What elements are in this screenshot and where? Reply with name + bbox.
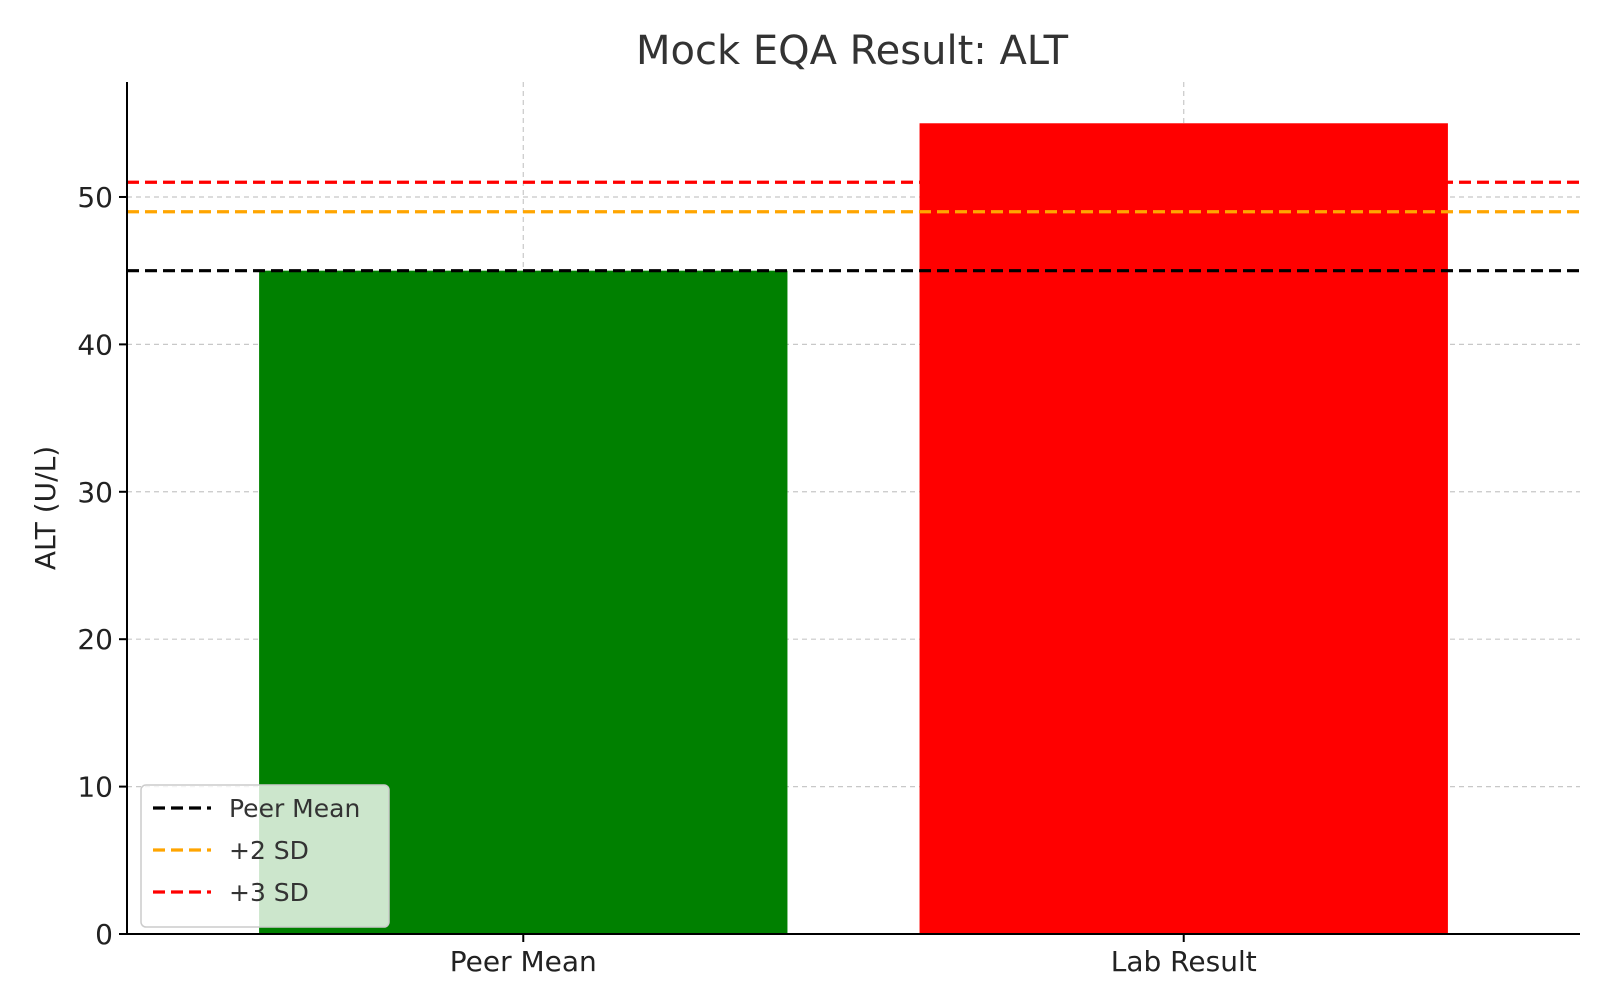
legend: Peer Mean +2 SD +3 SD xyxy=(140,784,390,928)
legend-label: +3 SD xyxy=(229,878,309,907)
x-tick-label: Lab Result xyxy=(1111,945,1257,978)
legend-label: Peer Mean xyxy=(229,794,360,823)
chart-title: Mock EQA Result: ALT xyxy=(636,28,1069,74)
y-tick-label: 50 xyxy=(77,181,113,214)
bar-layer xyxy=(259,123,1448,934)
legend-box xyxy=(140,784,390,928)
reference-line-layer xyxy=(127,180,1580,273)
y-tick-label: 40 xyxy=(77,328,113,361)
y-tick-label: 20 xyxy=(77,623,113,656)
y-tick-label: 0 xyxy=(95,918,113,951)
y-tick-label: 10 xyxy=(77,771,113,804)
x-tick-label: Peer Mean xyxy=(450,945,597,978)
axis-layer: 0 10 20 30 40 50 Peer Mean Lab Result xyxy=(77,82,1580,978)
y-tick-label: 30 xyxy=(77,476,113,509)
legend-label: +2 SD xyxy=(229,836,309,865)
y-axis-label: ALT (U/L) xyxy=(29,446,62,570)
bar xyxy=(919,123,1448,934)
